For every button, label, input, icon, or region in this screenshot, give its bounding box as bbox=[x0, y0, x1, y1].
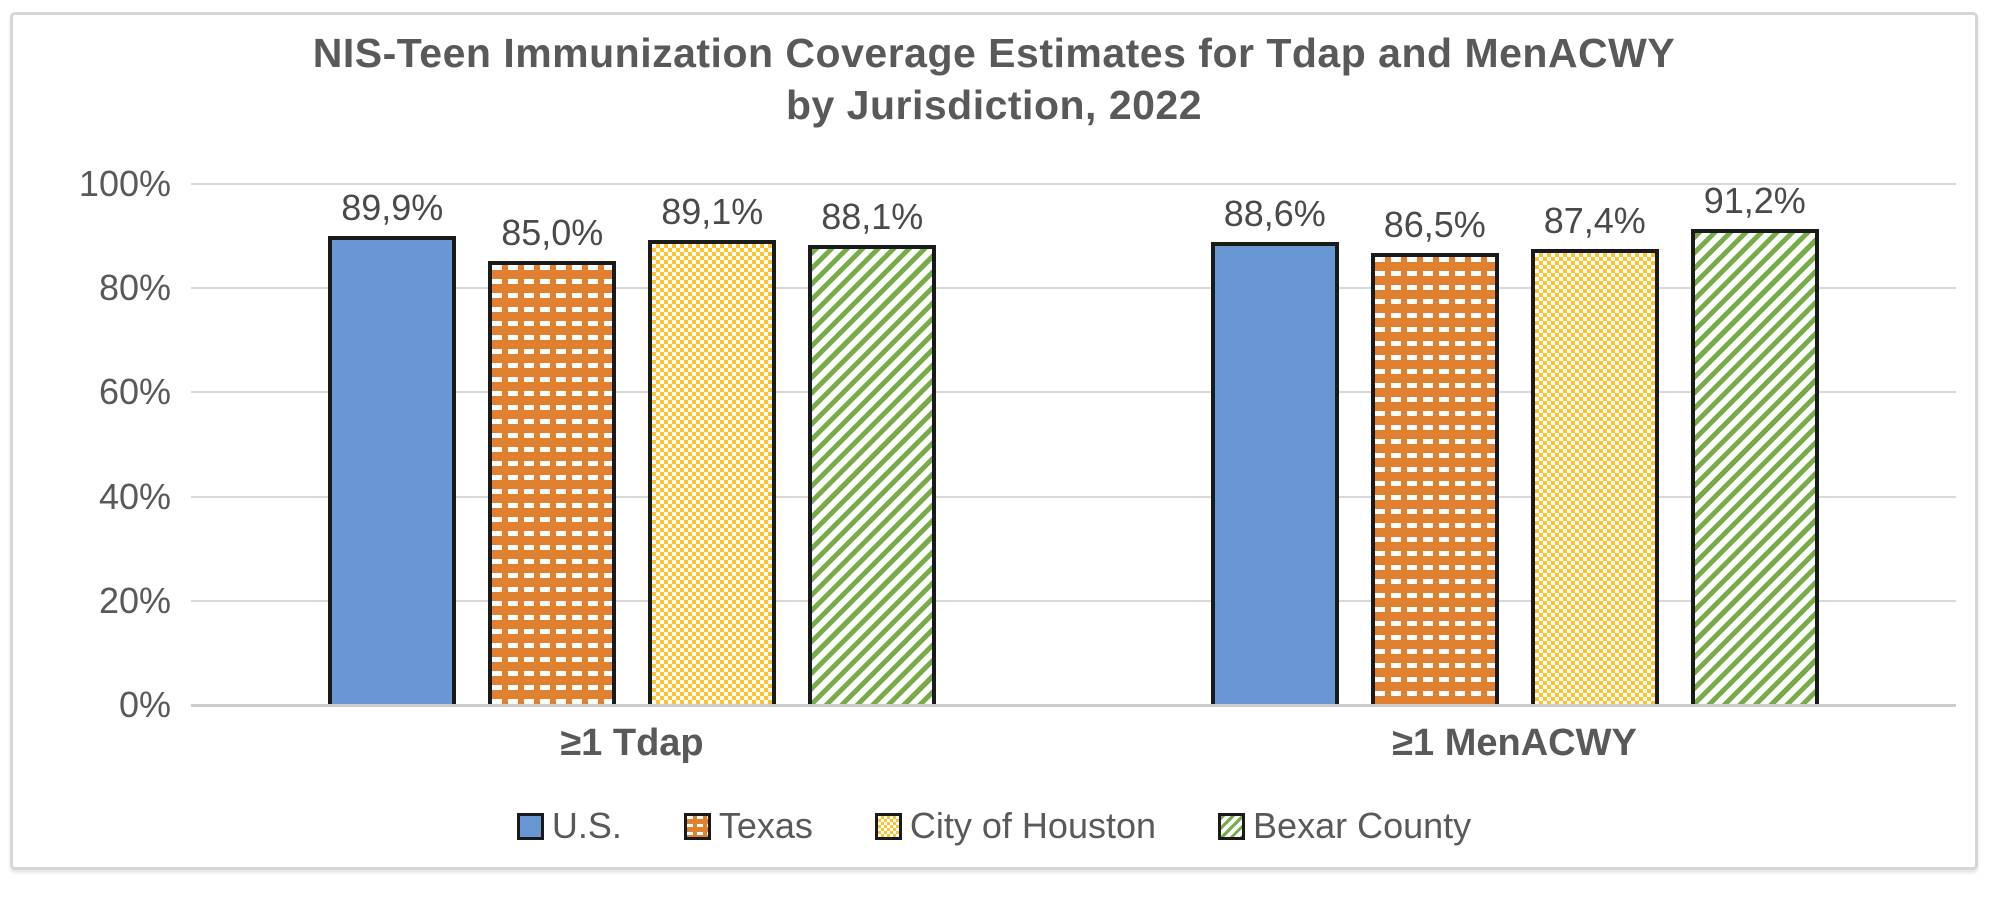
bar-texas bbox=[488, 261, 617, 704]
legend-swatch-icon bbox=[874, 812, 902, 840]
legend-item-bexar-county: Bexar County bbox=[1218, 805, 1471, 847]
gridline-100 bbox=[191, 183, 1956, 185]
bar-value-label: 86,5% bbox=[1383, 204, 1486, 245]
legend-swatch-icon bbox=[516, 812, 544, 840]
bar-value-label: 88,1% bbox=[821, 196, 924, 237]
chart-title-line2: by Jurisdiction, 2022 bbox=[785, 82, 1203, 128]
legend: U.S. Texas City of Houston Bexar County bbox=[13, 805, 1975, 847]
bar-bexar-county bbox=[1690, 229, 1819, 704]
bar-value-label: 89,1% bbox=[661, 191, 764, 232]
bar-u-s- bbox=[1210, 242, 1339, 704]
legend-label: Bexar County bbox=[1253, 805, 1472, 846]
legend-item-city-of-houston: City of Houston bbox=[874, 805, 1157, 847]
category-label-1: ≥1 Tdap bbox=[560, 722, 704, 764]
y-tick-label-20: 20% bbox=[98, 580, 171, 621]
legend-swatch-icon bbox=[683, 812, 711, 840]
bar-value-label: 91,2% bbox=[1703, 180, 1806, 221]
bar-bexar-county bbox=[808, 245, 937, 704]
bar-u-s- bbox=[328, 236, 457, 704]
y-tick-label-40: 40% bbox=[98, 476, 171, 517]
y-tick-label-80: 80% bbox=[98, 267, 171, 308]
gridline-80 bbox=[191, 287, 1956, 289]
y-tick-label-60: 60% bbox=[98, 371, 171, 412]
bar-cell: 89,9% bbox=[328, 186, 457, 704]
chart-title-line1: NIS-Teen Immunization Coverage Estimates… bbox=[312, 30, 1676, 76]
legend-item-texas: Texas bbox=[683, 805, 813, 847]
legend-label: U.S. bbox=[551, 805, 622, 846]
gridline-0 bbox=[191, 704, 1956, 707]
chart-title: NIS-Teen Immunization Coverage Estimates… bbox=[13, 27, 1975, 131]
bar-value-label: 89,9% bbox=[341, 187, 444, 228]
plot-area: 0% 20% 40% 60% 80% 100% 89,9% 85,0% 89,1% 88,1% 88… bbox=[79, 163, 1957, 725]
legend-item-u-s-: U.S. bbox=[516, 805, 622, 847]
legend-label: City of Houston bbox=[909, 805, 1157, 846]
bar-value-label: 88,6% bbox=[1223, 193, 1326, 234]
category-label-2: ≥1 MenACWY bbox=[1392, 722, 1637, 764]
chart-frame: NIS-Teen Immunization Coverage Estimates… bbox=[10, 12, 1978, 870]
bar-group-1: 89,9% 85,0% 89,1% 88,1% bbox=[191, 183, 1074, 704]
bar-city-of-houston bbox=[648, 240, 777, 704]
bar-cell: 89,1% bbox=[648, 190, 777, 704]
bar-cell: 85,0% bbox=[488, 211, 617, 704]
bar-cell: 88,1% bbox=[808, 195, 937, 704]
bar-value-label: 85,0% bbox=[501, 212, 604, 253]
bar-city-of-houston bbox=[1530, 249, 1659, 704]
y-tick-label-0: 0% bbox=[118, 684, 171, 725]
bar-cell: 88,6% bbox=[1210, 192, 1339, 704]
bar-texas bbox=[1370, 253, 1499, 704]
legend-label: Texas bbox=[718, 805, 813, 846]
bar-group-2: 88,6% 86,5% 87,4% 91,2% bbox=[1074, 180, 1957, 704]
gridline-60 bbox=[191, 391, 1956, 393]
y-tick-label-100: 100% bbox=[78, 163, 171, 204]
bar-cell: 86,5% bbox=[1370, 203, 1499, 704]
bar-cell: 91,2% bbox=[1690, 179, 1819, 704]
gridline-20 bbox=[191, 600, 1956, 602]
bar-value-label: 87,4% bbox=[1543, 200, 1646, 241]
gridline-40 bbox=[191, 496, 1956, 498]
legend-swatch-icon bbox=[1218, 812, 1246, 840]
bar-cell: 87,4% bbox=[1530, 199, 1659, 704]
